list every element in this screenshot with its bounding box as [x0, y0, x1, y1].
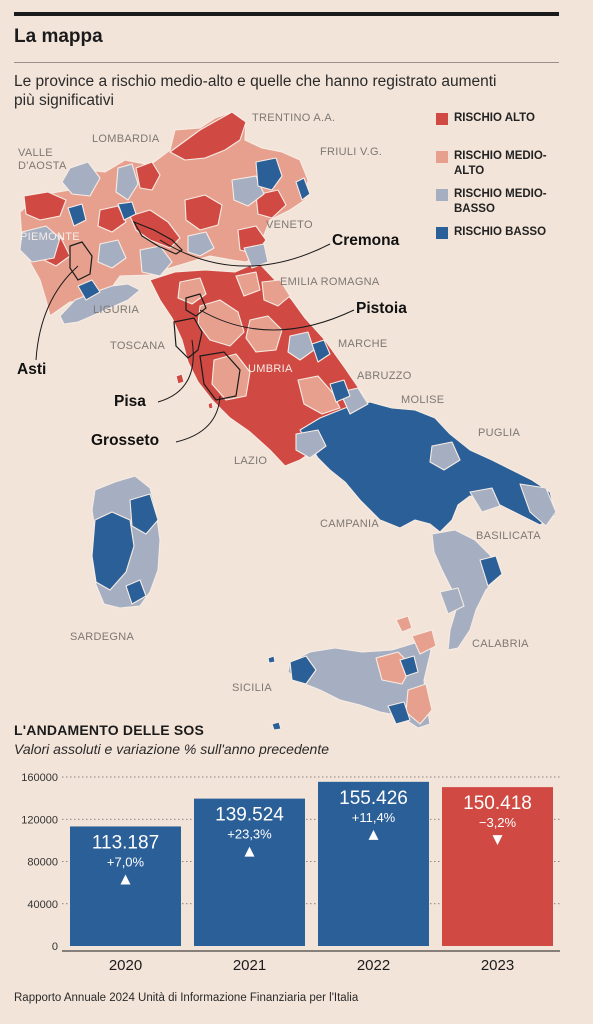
city-label-grosseto: Grosseto — [91, 432, 160, 449]
bar-change-label: +23,3% — [227, 827, 272, 842]
page-title: La mappa — [14, 26, 103, 47]
legend-label-alto: RISCHIO ALTO — [454, 112, 535, 124]
pisa-outline — [173, 317, 203, 359]
legend-label-medio-basso: RISCHIO MEDIO-BASSO — [454, 188, 547, 215]
region-label-puglia: PUGLIA — [478, 427, 521, 439]
decrease-arrow-icon — [492, 835, 503, 846]
x-tick-label: 2021 — [233, 957, 266, 974]
region-label-trentino: TRENTINO A.A. — [252, 112, 336, 124]
title-divider — [14, 62, 559, 63]
region-label-lazio: LAZIO — [234, 455, 268, 467]
y-tick-label: 0 — [52, 941, 58, 953]
bar-change-label: −3,2% — [479, 815, 517, 830]
bar-2023 — [442, 787, 553, 946]
region-label-basilicata: BASILICATA — [476, 530, 541, 542]
region-label-calabria: CALABRIA — [472, 638, 529, 650]
bar-2022 — [318, 781, 429, 946]
bar-value-label: 155.426 — [339, 788, 408, 809]
y-tick-label: 160000 — [21, 772, 58, 784]
bar-value-label: 150.418 — [463, 793, 532, 814]
region-label-piemonte: PIEMONTE — [20, 231, 80, 243]
pisa-leader — [157, 339, 194, 403]
region-label-toscana: TOSCANA — [110, 340, 166, 352]
bar-value-label: 113.187 — [92, 832, 159, 853]
region-label-marche: MARCHE — [338, 338, 388, 350]
region-label-emilia: EMILIA ROMAGNA — [280, 276, 380, 288]
region-label-sicilia: SICILIA — [232, 682, 273, 694]
x-tick-label: 2020 — [109, 957, 142, 974]
cremona-leader — [159, 239, 331, 267]
region-label-veneto: VENETO — [266, 219, 313, 231]
legend-label-basso: RISCHIO BASSO — [454, 226, 547, 238]
pistoia-outline — [185, 293, 207, 317]
y-tick-label: 120000 — [21, 814, 58, 826]
map-south-base — [299, 401, 557, 533]
y-tick-label: 40000 — [27, 899, 58, 911]
grosseto-outline — [199, 351, 241, 401]
source-note: Rapporto Annuale 2024 Unità di Informazi… — [14, 992, 359, 1004]
increase-arrow-icon — [368, 829, 379, 840]
legend-swatch-medio-basso — [436, 189, 448, 201]
region-label-campania: CAMPANIA — [320, 518, 380, 530]
legend-label-medio-alto: RISCHIO MEDIO-ALTO — [454, 150, 547, 177]
x-tick-label: 2022 — [357, 957, 390, 974]
legend-swatch-basso — [436, 227, 448, 239]
city-label-pisa: Pisa — [114, 393, 146, 410]
region-label-liguria: LIGURIA — [93, 304, 140, 316]
sos-bar-chart: 0 40000 80000 120000 160000 113.187+7,0% 2020 1… — [21, 772, 560, 974]
x-tick-label: 2023 — [481, 957, 514, 974]
map-calabria-base — [431, 529, 501, 651]
region-label-umbria: UMBRIA — [248, 363, 293, 375]
bar-change-label: +11,4% — [352, 810, 396, 825]
region-label-friuli: FRIULI V.G. — [320, 146, 383, 158]
region-label-molise: MOLISE — [401, 394, 445, 406]
increase-arrow-icon — [120, 874, 131, 885]
bar-value-label: 139.524 — [215, 805, 284, 826]
legend-swatch-alto — [436, 113, 448, 125]
city-label-cremona: Cremona — [332, 232, 400, 249]
city-label-asti: Asti — [17, 361, 47, 378]
city-label-pistoia: Pistoia — [356, 300, 407, 317]
asti-outline — [69, 241, 93, 281]
italy-risk-map — [19, 111, 557, 730]
region-label-abruzzo: ABRUZZO — [357, 370, 412, 382]
increase-arrow-icon — [244, 846, 255, 857]
y-tick-label: 80000 — [27, 857, 58, 869]
grosseto-leader — [175, 395, 221, 443]
bar-2021 — [194, 798, 305, 946]
chart-subtitle: Valori assoluti e variazione % sull'anno… — [14, 741, 330, 757]
chart-title: L'ANDAMENTO DELLE SOS — [14, 722, 205, 738]
cremona-outline — [132, 220, 183, 255]
region-label-valle-aosta: VALLE D'AOSTA — [18, 147, 67, 172]
pistoia-leader — [199, 309, 355, 331]
bar-change-label: +7,0% — [107, 854, 145, 869]
region-label-lombardia: LOMBARDIA — [92, 133, 160, 145]
top-rule — [14, 12, 559, 16]
map-subtitle: Le province a rischio medio-alto e quell… — [14, 73, 497, 109]
asti-leader — [35, 265, 79, 361]
legend-swatch-medio-alto — [436, 151, 448, 163]
bar-2020 — [70, 826, 181, 946]
region-label-sardegna: SARDEGNA — [70, 631, 135, 643]
